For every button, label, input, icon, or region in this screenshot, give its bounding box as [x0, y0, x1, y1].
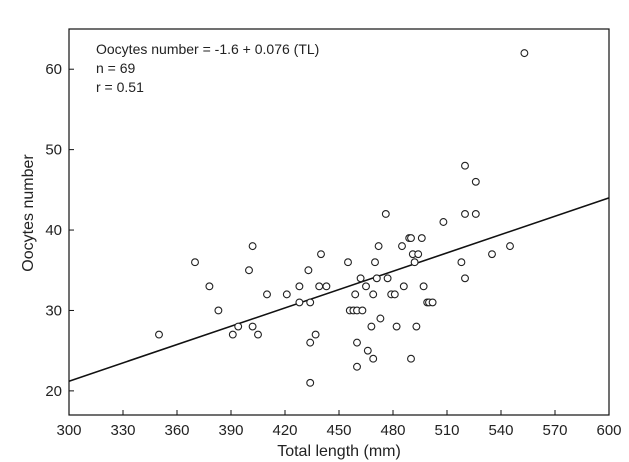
data-point [410, 258, 419, 267]
data-point [439, 218, 448, 226]
data-point [376, 314, 385, 323]
data-point [228, 330, 237, 339]
x-tick-label: 540 [488, 422, 513, 439]
data-point [263, 290, 271, 299]
data-point [344, 258, 352, 267]
data-point [461, 210, 469, 218]
axis-ticks: 300 330 360 390 420 450 480 510 540 570 600 20 30 40 5… [45, 61, 621, 439]
data-point [383, 274, 392, 283]
x-tick-label: 420 [272, 422, 297, 439]
sample-size-label: n = 69 [96, 60, 136, 76]
annotation-block: Oocytes number = -1.6 + 0.076 (TL) n = 6… [96, 41, 319, 95]
data-point [371, 258, 379, 267]
data-point [471, 177, 480, 186]
data-point [306, 298, 315, 307]
y-tick-label: 50 [45, 142, 62, 159]
x-tick-label: 450 [326, 422, 351, 439]
x-tick-label: 330 [110, 422, 135, 439]
data-points [155, 49, 529, 387]
data-point [374, 242, 383, 251]
x-tick-label: 570 [542, 422, 567, 439]
y-tick-label: 60 [45, 61, 62, 78]
regression-line-group [68, 197, 610, 382]
data-point [407, 354, 415, 363]
data-point [282, 290, 291, 299]
data-point [315, 282, 324, 291]
data-point [506, 242, 514, 251]
data-point [363, 346, 372, 355]
data-point [322, 282, 331, 291]
data-point [248, 242, 257, 251]
equation-label: Oocytes number = -1.6 + 0.076 (TL) [96, 41, 319, 57]
data-point [390, 290, 399, 299]
data-point [457, 258, 466, 267]
data-point [412, 322, 421, 331]
data-point [369, 354, 378, 363]
data-point [214, 306, 223, 315]
data-point [311, 330, 320, 339]
data-point [304, 266, 313, 275]
data-point [398, 242, 406, 251]
data-point [245, 266, 253, 275]
data-point [234, 322, 243, 331]
data-point [461, 274, 469, 283]
x-tick-label: 600 [596, 422, 621, 439]
data-point [414, 250, 423, 259]
x-tick-label: 360 [164, 422, 189, 439]
data-point [358, 306, 367, 315]
y-tick-label: 20 [45, 383, 62, 400]
data-point [372, 274, 381, 283]
data-point [155, 330, 163, 339]
data-point [520, 49, 529, 58]
data-point [353, 362, 361, 371]
x-axis-title: Total length (mm) [277, 443, 401, 460]
data-point [362, 282, 370, 291]
data-point [356, 274, 365, 283]
x-tick-label: 300 [56, 422, 81, 439]
data-point [428, 298, 437, 307]
data-point [369, 290, 378, 299]
data-point [351, 290, 360, 299]
x-tick-label: 480 [380, 422, 405, 439]
data-point [419, 282, 428, 291]
data-point [392, 322, 401, 331]
data-point [471, 210, 480, 218]
data-point [399, 282, 408, 291]
data-point [306, 338, 315, 347]
data-point [381, 210, 390, 218]
data-point [254, 330, 262, 339]
y-axis-title: Oocytes number [20, 154, 37, 272]
data-point [295, 298, 304, 307]
data-point [295, 282, 304, 291]
y-tick-label: 30 [45, 302, 62, 319]
regression-line [68, 197, 610, 382]
data-point [205, 282, 214, 291]
data-point [488, 250, 496, 259]
data-point [306, 378, 315, 387]
y-tick-label: 40 [45, 222, 62, 239]
data-point [191, 258, 199, 267]
data-point [248, 322, 257, 331]
x-tick-label: 390 [218, 422, 243, 439]
x-tick-label: 510 [434, 422, 459, 439]
correlation-label: r = 0.51 [96, 79, 144, 95]
data-point [367, 322, 376, 331]
plot-frame [68, 28, 610, 416]
data-point [461, 161, 469, 170]
data-point [317, 250, 325, 259]
data-point [407, 234, 415, 243]
data-point [353, 338, 361, 347]
data-point [417, 234, 426, 243]
